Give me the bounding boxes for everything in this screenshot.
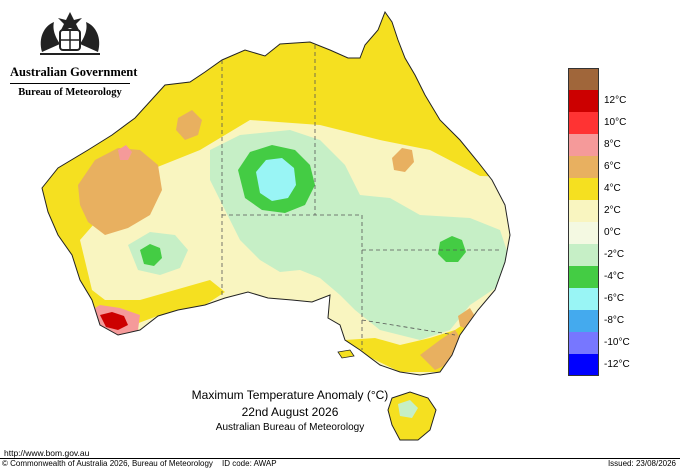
region-hot-southwest-core [100,312,128,330]
legend-label: -10°C [604,337,630,348]
legend-label: -12°C [604,359,630,370]
legend-label: -8°C [604,315,625,326]
footer-copyright: © Commonwealth of Australia 2026, Bureau… [2,459,213,468]
footer-divider [0,458,680,459]
bureau-title: Bureau of Meteorology [18,87,122,98]
legend-label: 0°C [604,227,621,238]
map-date: 22nd August 2026 [241,405,339,419]
region-warm-west-coast [42,200,225,330]
region-colder-east-patch [438,236,466,262]
coat-of-arms-icon [40,12,100,55]
legend-swatch [568,156,599,178]
legend-label: 4°C [604,183,621,194]
border-nsw-vic [361,319,456,336]
legend-label: -2°C [604,249,625,260]
legend-label: 12°C [604,95,627,106]
legend-swatch [568,222,599,244]
legend-label: 8°C [604,139,621,150]
legend-label: 10°C [604,117,627,128]
legend-label: -6°C [604,293,625,304]
region-warm-southeast [420,330,465,370]
region-warm-pilbara [78,148,162,235]
legend-swatch [568,134,599,156]
branding-divider [10,83,130,84]
legend-label: 2°C [604,205,621,216]
legend-swatch [568,200,599,222]
region-pink-spot-northwest [118,145,132,160]
legend-swatch [568,266,599,288]
map-source: Australian Bureau of Meteorology [215,422,365,433]
region-cool-western-green [140,244,162,266]
kangaroo-island [337,349,355,359]
legend-swatch [568,244,599,266]
legend-swatch [568,332,599,354]
map-titles: Maximum Temperature Anomaly (°C) 22nd Au… [100,388,480,433]
footer-url[interactable]: http://www.bom.gov.au [4,448,90,458]
legend-swatch [568,288,599,310]
region-warm-cape-spot [392,148,414,172]
region-warm-kimberley-spot [176,110,202,140]
australia-coastline [41,10,511,376]
legend-swatch [568,68,599,90]
legend-swatch [568,112,599,134]
legend-swatch [568,354,599,376]
footer-id-code: ID code: AWAP [222,459,277,468]
map-title: Maximum Temperature Anomaly (°C) [191,388,389,402]
footer-issued: Issued: 23/08/2026 [607,459,676,468]
legend-swatch [568,90,599,112]
region-coldest-core [256,158,296,201]
legend-label: 6°C [604,161,621,172]
legend-label: -4°C [604,271,625,282]
legend-swatch [568,178,599,200]
state-borders [221,45,500,350]
government-branding: Australian Government Bureau of Meteorol… [10,8,138,98]
tasmania-cool-patch [398,400,418,418]
legend-swatch [568,310,599,332]
government-title: Australian Government [10,65,138,79]
